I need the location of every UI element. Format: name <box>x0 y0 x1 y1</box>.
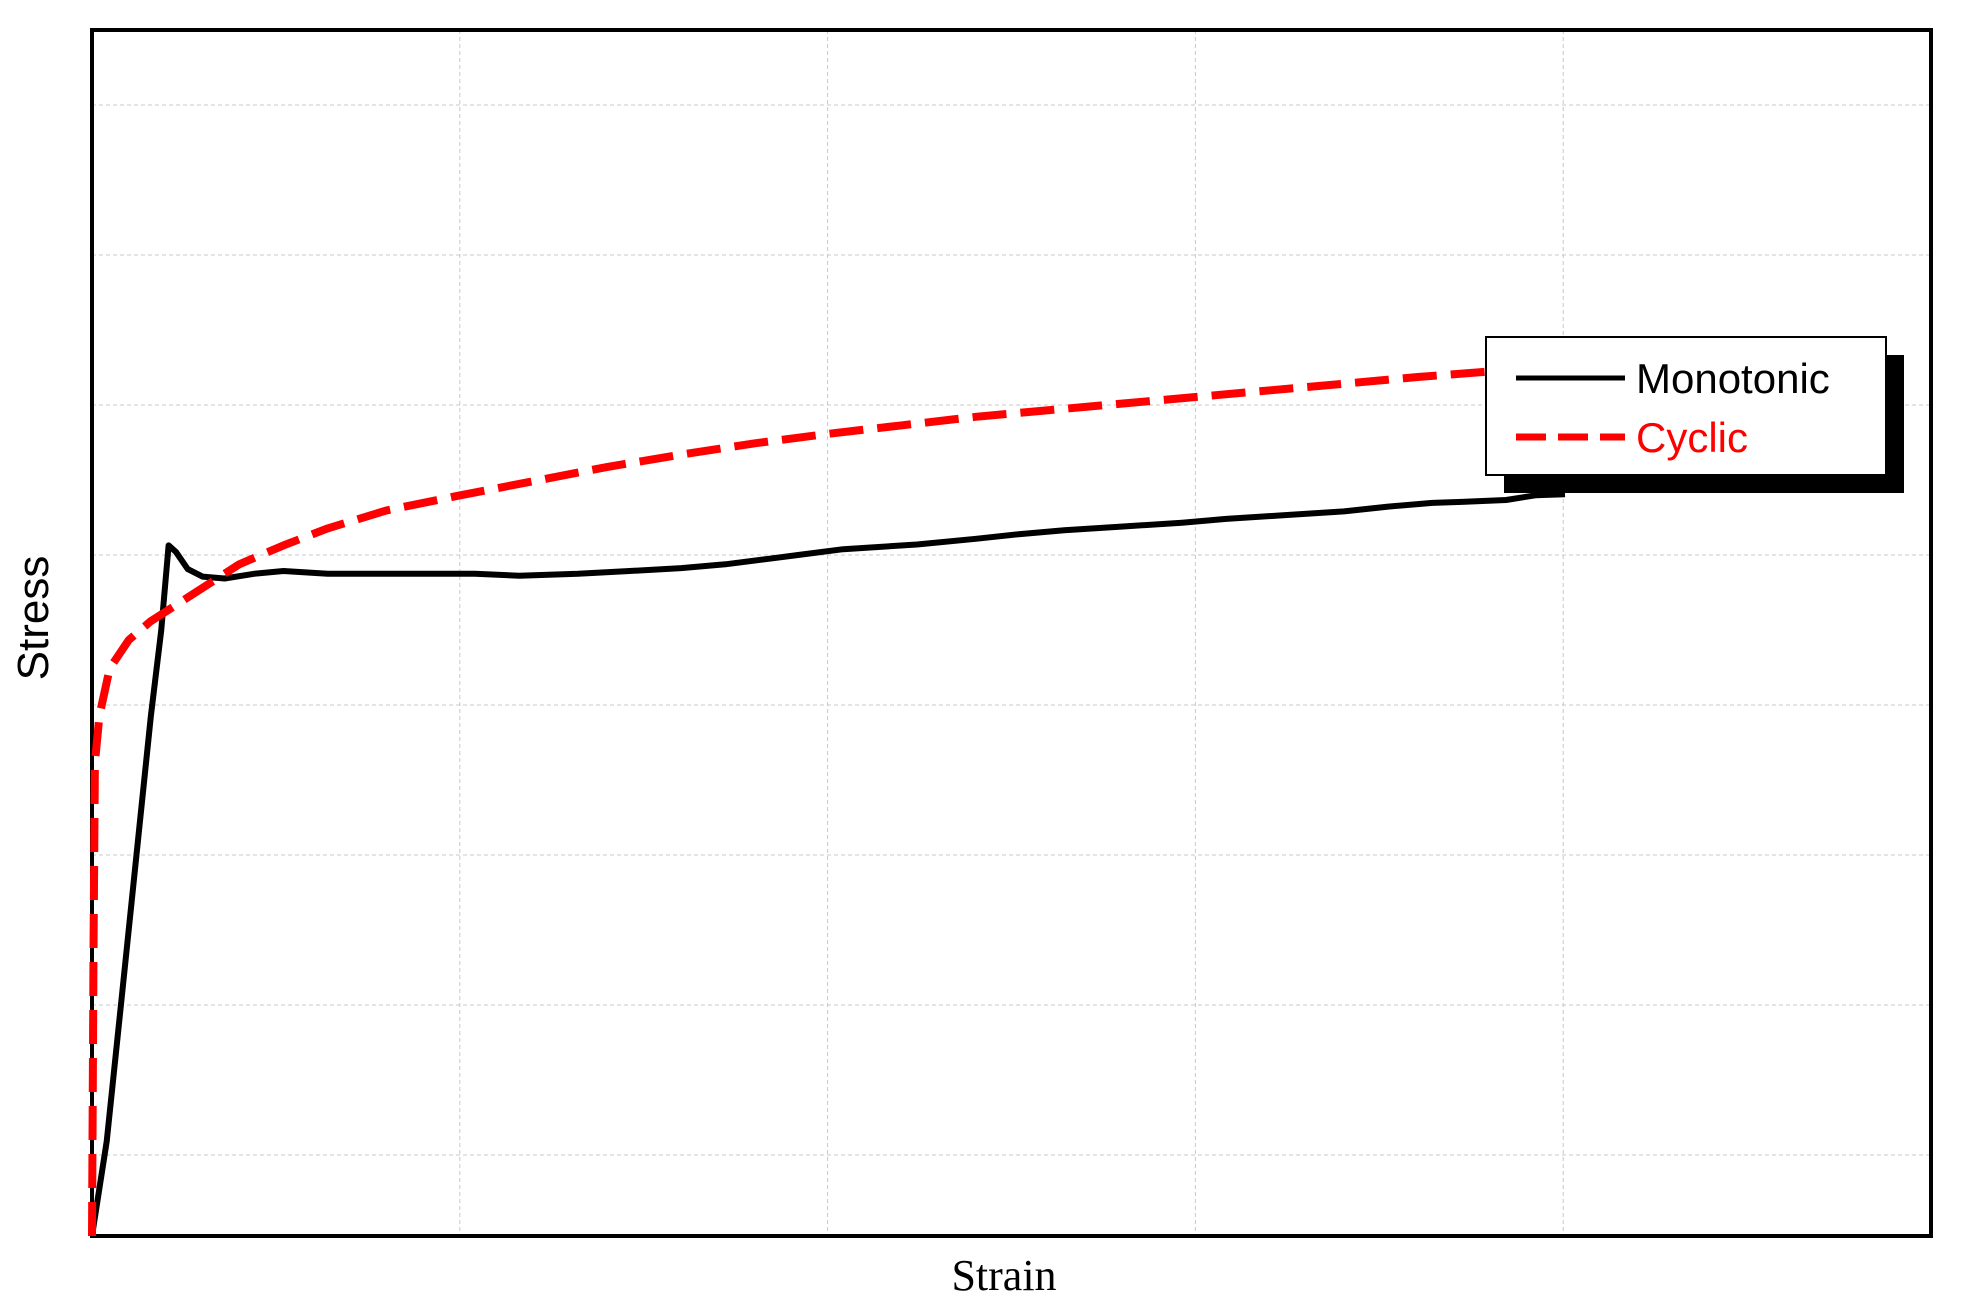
y-axis-label: Stress <box>9 556 58 681</box>
legend: Monotonic Cyclic <box>1485 336 1904 493</box>
series-line-monotonic <box>89 491 1566 1237</box>
plot-area-frame <box>90 28 1933 1238</box>
x-axis-label: Strain <box>951 1251 1056 1300</box>
legend-box <box>1485 336 1887 476</box>
series-line-cyclic <box>88 361 1566 1237</box>
legend-label-cyclic: Cyclic <box>1636 414 1748 461</box>
legend-label-monotonic: Monotonic <box>1636 355 1830 402</box>
grid-lines <box>92 30 1932 1236</box>
series-layer <box>88 361 1566 1237</box>
